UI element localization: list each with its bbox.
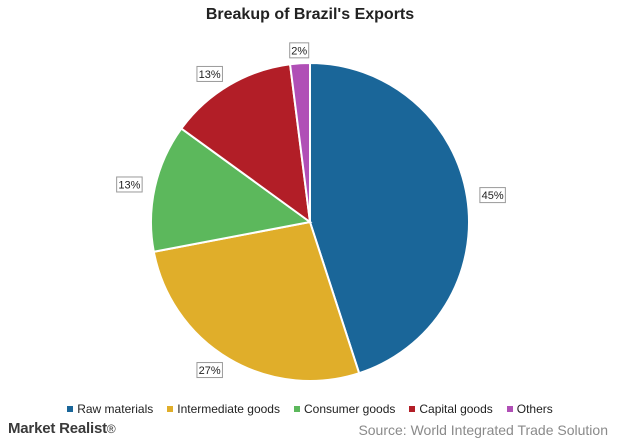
logo-mark: ®	[106, 422, 116, 436]
data-label-box	[196, 65, 223, 82]
data-label-text: 13%	[199, 69, 221, 81]
legend-label: Capital goods	[419, 402, 493, 416]
legend-swatch	[506, 406, 513, 412]
legend-swatch	[67, 406, 74, 412]
data-label-text: 13%	[118, 179, 140, 191]
legend-swatch	[293, 406, 300, 412]
data-label-intermediate-goods: 27%	[196, 362, 223, 379]
legend-item-consumer-goods: Consumer goods	[293, 402, 396, 416]
pie-slice-raw-materials	[309, 61, 470, 375]
pie-slice-intermediate-goods	[152, 220, 361, 382]
legend-label: Others	[516, 402, 553, 416]
logo-text: Market Realist	[8, 420, 107, 437]
pie-slice-others	[288, 61, 311, 223]
data-label-capital-goods: 13%	[196, 65, 223, 82]
data-label-box	[116, 176, 143, 193]
pie-slices	[150, 61, 470, 382]
legend-item-raw-materials: Raw materials	[67, 402, 153, 416]
legend-label: Intermediate goods	[177, 402, 280, 416]
data-label-text: 2%	[291, 45, 307, 57]
data-label-consumer-goods: 13%	[116, 176, 143, 193]
legend-swatch	[409, 406, 416, 412]
legend-item-capital-goods: Capital goods	[409, 402, 493, 416]
chart-title: Breakup of Brazil's Exports	[205, 6, 415, 23]
data-label-box	[479, 187, 506, 204]
pie-slice-capital-goods	[179, 63, 312, 225]
market-realist-logo: Market Realist®	[8, 420, 116, 437]
pie-chart: 45% 27% 13% 13% 2%	[116, 42, 506, 382]
pie-slice-consumer-goods	[150, 127, 313, 253]
source-note: Source: World Integrated Trade Solution	[358, 422, 608, 438]
data-label-text: 45%	[482, 190, 504, 202]
data-label-box	[196, 362, 223, 379]
legend: Raw materials Intermediate goods Consumer …	[0, 402, 620, 416]
data-label-box	[289, 42, 310, 59]
data-label-text: 27%	[199, 365, 221, 377]
data-label-others: 2%	[289, 42, 310, 59]
data-labels: 45% 27% 13% 13% 2%	[116, 42, 506, 379]
legend-item-others: Others	[506, 402, 553, 416]
legend-swatch	[167, 406, 174, 412]
legend-label: Consumer goods	[303, 402, 396, 416]
legend-item-intermediate-goods: Intermediate goods	[167, 402, 280, 416]
legend-label: Raw materials	[77, 402, 154, 416]
data-label-raw-materials: 45%	[479, 187, 506, 204]
